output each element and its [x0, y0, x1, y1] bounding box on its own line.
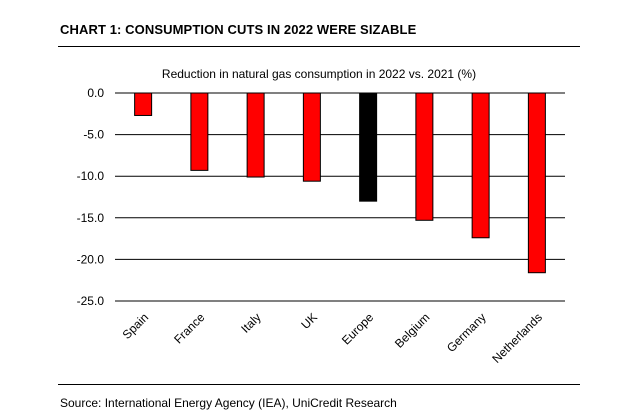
bar-spain [134, 92, 153, 116]
x-tick-label: France [171, 310, 208, 347]
bar-france [190, 92, 209, 171]
chart-heading: CHART 1: CONSUMPTION CUTS IN 2022 WERE S… [60, 22, 417, 37]
x-axis-ticks: Spain France Italy UK Europe Belgium Germany Ne… [120, 310, 545, 366]
x-tick-label: Netherlands [489, 310, 545, 366]
y-tick-label: -10.0 [77, 169, 105, 183]
bar-italy [246, 92, 265, 178]
x-tick-label: Europe [339, 310, 376, 347]
bar-belgium [415, 92, 434, 221]
y-tick-label: -25.0 [77, 294, 105, 308]
gridlines [115, 92, 565, 302]
bottom-rule [58, 384, 580, 385]
bars [134, 92, 546, 274]
source-note: Source: International Energy Agency (IEA… [60, 396, 397, 410]
x-tick-label: Spain [120, 310, 152, 342]
chart-title: Reduction in natural gas consumption in … [162, 67, 476, 81]
y-tick-label: 0.0 [87, 86, 104, 100]
x-tick-label: Belgium [392, 310, 433, 351]
bar-netherlands [527, 92, 546, 274]
x-tick-label: Italy [238, 310, 263, 335]
y-tick-label: -20.0 [77, 252, 105, 266]
y-tick-label: -15.0 [77, 211, 105, 225]
top-rule [58, 46, 580, 47]
y-axis-ticks: 0.0 -5.0 -10.0 -15.0 -20.0 -25.0 [77, 86, 105, 308]
bar-europe [359, 92, 378, 202]
x-tick-label: UK [298, 310, 320, 332]
bar-uk [302, 92, 321, 182]
x-tick-label: Germany [444, 310, 489, 355]
bar-germany [471, 92, 490, 239]
y-tick-label: -5.0 [83, 128, 104, 142]
